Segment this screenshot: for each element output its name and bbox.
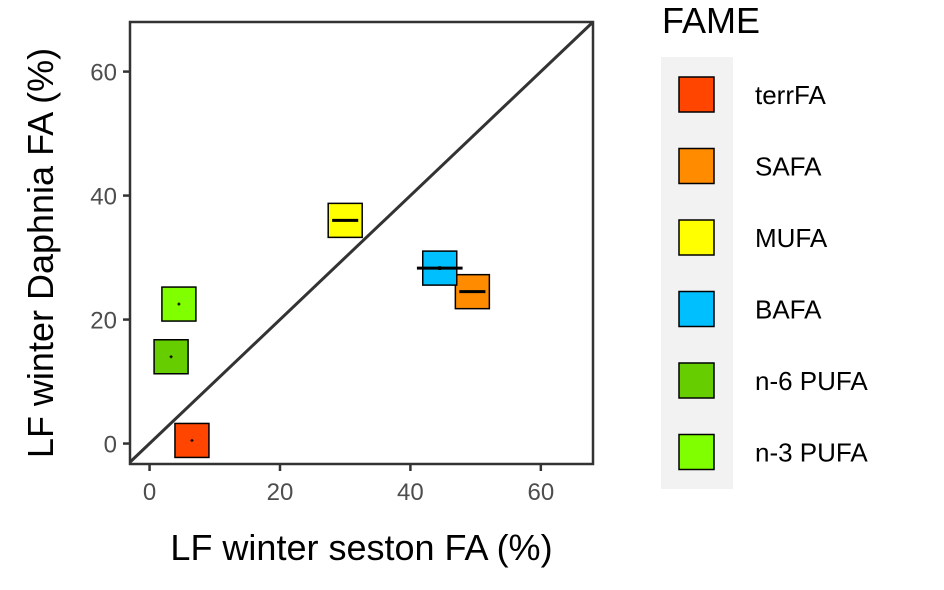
one-to-one-line <box>128 20 595 464</box>
x-axis: 0 20 40 60 <box>143 464 554 506</box>
legend-label: n-3 PUFA <box>755 438 868 468</box>
legend-item: MUFA <box>678 219 828 256</box>
y-axis: 0 20 40 60 <box>90 60 130 459</box>
legend-label: terrFA <box>755 80 826 110</box>
data-point-n-3-pufa <box>161 286 197 322</box>
data-point-bafa <box>416 250 463 286</box>
legend-label: SAFA <box>755 152 822 182</box>
plot-area <box>128 20 595 466</box>
legend-item: n-6 PUFA <box>678 362 868 399</box>
legend-key-background <box>661 57 733 489</box>
x-axis-title: LF winter seston FA (%) <box>170 527 552 568</box>
data-point-mufa <box>327 202 363 239</box>
legend-label: BAFA <box>755 295 822 325</box>
x-tick-label: 0 <box>143 479 156 506</box>
data-point-n-6-pufa <box>153 339 189 375</box>
y-tick-label: 0 <box>104 432 117 459</box>
y-tick-label: 60 <box>90 60 117 87</box>
legend-swatch <box>678 362 715 399</box>
point-marker <box>174 422 210 459</box>
legend-swatch <box>678 147 715 185</box>
legend-item: n-3 PUFA <box>678 433 868 471</box>
x-tick-label: 40 <box>397 479 424 506</box>
legend-label: n-6 PUFA <box>755 366 868 396</box>
legend-item: BAFA <box>678 290 822 328</box>
legend-label: MUFA <box>755 223 828 253</box>
legend-swatch <box>678 433 715 471</box>
legend-items: terrFA SAFA MUFA BAFA n-6 PUFA n-3 PUFA <box>678 76 868 471</box>
legend-swatch <box>678 219 715 256</box>
y-tick-label: 20 <box>90 308 117 335</box>
y-tick-label: 40 <box>90 184 117 211</box>
legend-title: FAME <box>662 0 760 41</box>
data-point-safa <box>454 273 491 310</box>
legend-item: SAFA <box>678 147 822 185</box>
legend: FAME terrFA SAFA MUFA BAFA n-6 PUFA n-3 PUFA <box>661 0 868 489</box>
plot-border <box>128 20 595 466</box>
legend-swatch <box>678 76 715 113</box>
x-tick-label: 60 <box>527 479 554 506</box>
legend-swatch <box>678 290 715 328</box>
x-tick-label: 20 <box>267 479 294 506</box>
legend-item: terrFA <box>678 76 826 113</box>
data-point-terrfa <box>174 422 210 459</box>
data-points <box>153 202 491 459</box>
y-axis-title: LF winter Daphnia FA (%) <box>20 48 61 458</box>
